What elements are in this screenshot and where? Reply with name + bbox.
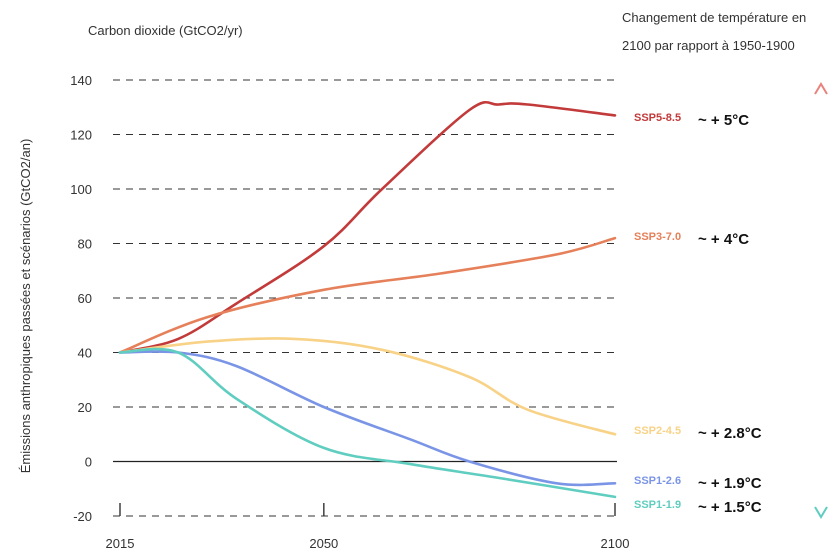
x-tick-label: 2015 — [106, 536, 135, 551]
y-tick-label: 0 — [85, 455, 92, 470]
series-name-label: SSP1-1.9 — [634, 499, 681, 511]
series-lines — [118, 101, 617, 499]
x-tick-label: 2050 — [309, 536, 338, 551]
x-axis: 2015 2050 2100 — [106, 503, 630, 551]
series-line-ssp5-8-5 — [118, 101, 617, 354]
grid-lines — [113, 79, 617, 517]
y-tick-label: -20 — [73, 509, 92, 524]
series-temperature-label: ~ + 1.9°C — [698, 475, 762, 492]
y-tick-label: 60 — [78, 291, 92, 306]
series-name-label: SSP5-8.5 — [634, 112, 681, 124]
series-line-ssp3-7-0 — [118, 236, 617, 354]
right-title-line2: 2100 par rapport à 1950-1900 — [622, 38, 795, 53]
chart-title: Carbon dioxide (GtCO2/yr) — [88, 23, 243, 38]
series-line-ssp2-4-5 — [118, 337, 617, 436]
y-tick-label: 80 — [78, 237, 92, 252]
series-labels: SSP5-8.5 ~ + 5°C SSP3-7.0 ~ + 4°C SSP2-4.5 ~ … — [634, 112, 762, 516]
series-temperature-label: ~ + 1.5°C — [698, 499, 762, 516]
series-line-ssp1-2-6 — [118, 350, 617, 487]
series-name-label: SSP3-7.0 — [634, 231, 681, 243]
y-tick-label: 20 — [78, 400, 92, 415]
y-tick-label: 100 — [70, 182, 92, 197]
series-temperature-label: ~ + 2.8°C — [698, 425, 762, 442]
y-tick-label: 120 — [70, 128, 92, 143]
y-tick-labels: -20 0 20 40 60 80 100 120 140 — [70, 73, 92, 524]
series-temperature-label: ~ + 5°C — [698, 112, 749, 129]
series-name-label: SSP2-4.5 — [634, 425, 681, 437]
right-title-line1: Changement de température en — [622, 10, 806, 25]
y-tick-label: 140 — [70, 73, 92, 88]
y-axis-label: Émissions anthropiques passées et scénar… — [18, 139, 33, 474]
y-tick-label: 40 — [78, 346, 92, 361]
temperature-arrow — [814, 82, 828, 519]
series-line-ssp1-1-9 — [118, 347, 617, 499]
series-temperature-label: ~ + 4°C — [698, 231, 749, 248]
x-tick-label: 2100 — [601, 536, 630, 551]
series-name-label: SSP1-2.6 — [634, 475, 681, 487]
